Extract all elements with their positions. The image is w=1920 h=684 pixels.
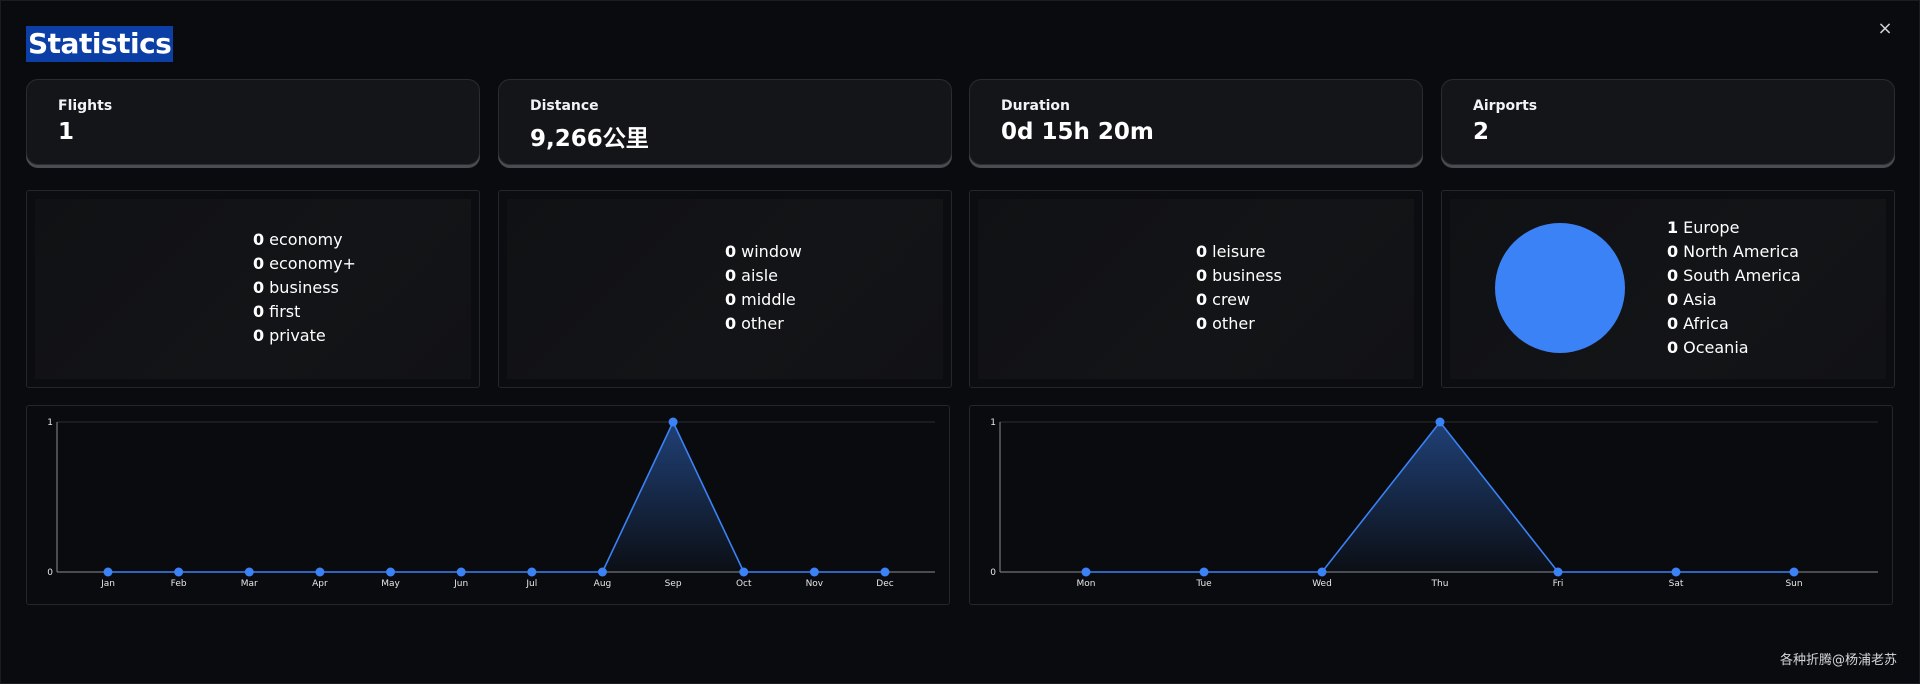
- series-area: [108, 422, 885, 572]
- list-item: 0 window: [725, 242, 802, 261]
- list-item: 0 middle: [725, 290, 796, 309]
- list-item: 0 other: [1196, 314, 1255, 333]
- continent-pie-chart: [1495, 223, 1625, 353]
- data-point: [386, 567, 396, 577]
- y-tick-label: 1: [47, 418, 53, 428]
- x-tick-label: Sun: [1785, 579, 1802, 589]
- x-tick-label: Sep: [665, 579, 682, 589]
- series-line: [108, 420, 885, 573]
- data-point: [739, 567, 749, 577]
- x-tick-label: Mon: [1077, 579, 1096, 589]
- list-item: 1 Europe: [1667, 218, 1740, 237]
- x-tick-label: Aug: [594, 579, 612, 589]
- x-tick-label: Wed: [1312, 579, 1332, 589]
- x-tick-label: Oct: [736, 579, 752, 589]
- reason-list: 0 leisure 0 business 0 crew 0 other: [1196, 240, 1282, 336]
- monthly-flights-chart: 0 1 Jan Feb Mar Apr May Jun Jul Aug Sep Oct Nov Dec: [47, 417, 935, 589]
- stat-label: Duration: [1001, 98, 1071, 114]
- x-tick-label: Dec: [876, 579, 893, 589]
- x-tick-label: Jan: [100, 579, 115, 589]
- data-point: [244, 567, 254, 577]
- list-item: 0 Africa: [1667, 314, 1729, 333]
- stat-value: 0d 15h 20m: [1001, 119, 1154, 145]
- x-tick-label: Jun: [453, 579, 468, 589]
- list-item: 0 leisure: [1196, 242, 1266, 261]
- list-item: 0 private: [253, 326, 326, 345]
- x-tick-label: Thu: [1431, 579, 1449, 589]
- data-point: [174, 567, 184, 577]
- list-item: 0 aisle: [725, 266, 779, 285]
- data-point: [315, 567, 325, 577]
- list-item: 0 economy: [253, 230, 343, 249]
- seat-type-panel: [498, 190, 952, 388]
- y-tick-label: 1: [990, 418, 996, 428]
- stat-label: Flights: [58, 98, 113, 114]
- data-point: [1317, 567, 1327, 577]
- monthly-chart-panel: 0 1 Jan Feb Mar Apr May Jun Jul Aug Sep Oct Nov Dec: [26, 405, 950, 605]
- x-tick-label: Nov: [806, 579, 824, 589]
- seat-class-panel: [26, 190, 480, 388]
- x-tick-label: Apr: [312, 579, 328, 589]
- list-item: 0 crew: [1196, 290, 1251, 309]
- stat-card-duration: Duration 0d 15h 20m: [969, 79, 1423, 165]
- y-tick-label: 0: [47, 568, 53, 578]
- data-point: [1671, 567, 1681, 577]
- list-item: 0 Asia: [1667, 290, 1717, 309]
- stat-value: 1: [58, 119, 75, 145]
- data-point: [880, 567, 890, 577]
- x-tick-label: Jul: [525, 579, 537, 589]
- data-point: [456, 567, 466, 577]
- list-item: 0 other: [725, 314, 784, 333]
- stat-label: Airports: [1473, 98, 1538, 114]
- data-point: [1553, 567, 1563, 577]
- data-point: [668, 417, 678, 427]
- list-item: 0 North America: [1667, 242, 1799, 261]
- list-item: 0 business: [253, 278, 339, 297]
- watermark: 各种折腾@杨浦老苏: [1779, 653, 1897, 668]
- series-area: [1086, 422, 1794, 572]
- close-icon[interactable]: ×: [1877, 18, 1893, 39]
- x-tick-label: Fri: [1553, 579, 1564, 589]
- stat-value: 9,266公里: [530, 126, 649, 152]
- x-tick-label: Feb: [171, 579, 187, 589]
- data-point: [527, 567, 537, 577]
- data-point: [103, 567, 113, 577]
- stat-card-flights: Flights 1: [26, 79, 480, 165]
- stat-label: Distance: [530, 98, 599, 114]
- stat-card-airports: Airports 2: [1441, 79, 1895, 165]
- stat-card-distance: Distance 9,266公里: [498, 79, 952, 165]
- list-item: 0 business: [1196, 266, 1282, 285]
- list-item: 0 South America: [1667, 266, 1801, 285]
- weekday-chart-panel: 0 1 Mon Tue Wed Thu Fri Sat Sun: [969, 405, 1893, 605]
- page-title: Statistics: [26, 26, 174, 62]
- x-tick-label: Tue: [1195, 579, 1212, 589]
- seat-type-list: 0 window 0 aisle 0 middle 0 other: [725, 240, 802, 336]
- stat-value: 2: [1473, 119, 1490, 145]
- list-item: 0 first: [253, 302, 301, 321]
- seat-class-list: 0 economy 0 economy+ 0 business 0 first 0 pri…: [253, 228, 356, 348]
- data-point: [1199, 567, 1209, 577]
- data-point: [1789, 567, 1799, 577]
- data-point: [809, 567, 819, 577]
- x-tick-label: May: [381, 579, 400, 589]
- reason-panel: [969, 190, 1423, 388]
- list-item: 0 economy+: [253, 254, 356, 273]
- data-point: [1435, 417, 1445, 427]
- data-point: [1081, 567, 1091, 577]
- weekday-flights-chart: 0 1 Mon Tue Wed Thu Fri Sat Sun: [990, 417, 1878, 589]
- x-tick-label: Sat: [1669, 579, 1684, 589]
- y-tick-label: 0: [990, 568, 996, 578]
- x-tick-label: Mar: [241, 579, 258, 589]
- list-item: 0 Oceania: [1667, 338, 1749, 357]
- data-point: [597, 567, 607, 577]
